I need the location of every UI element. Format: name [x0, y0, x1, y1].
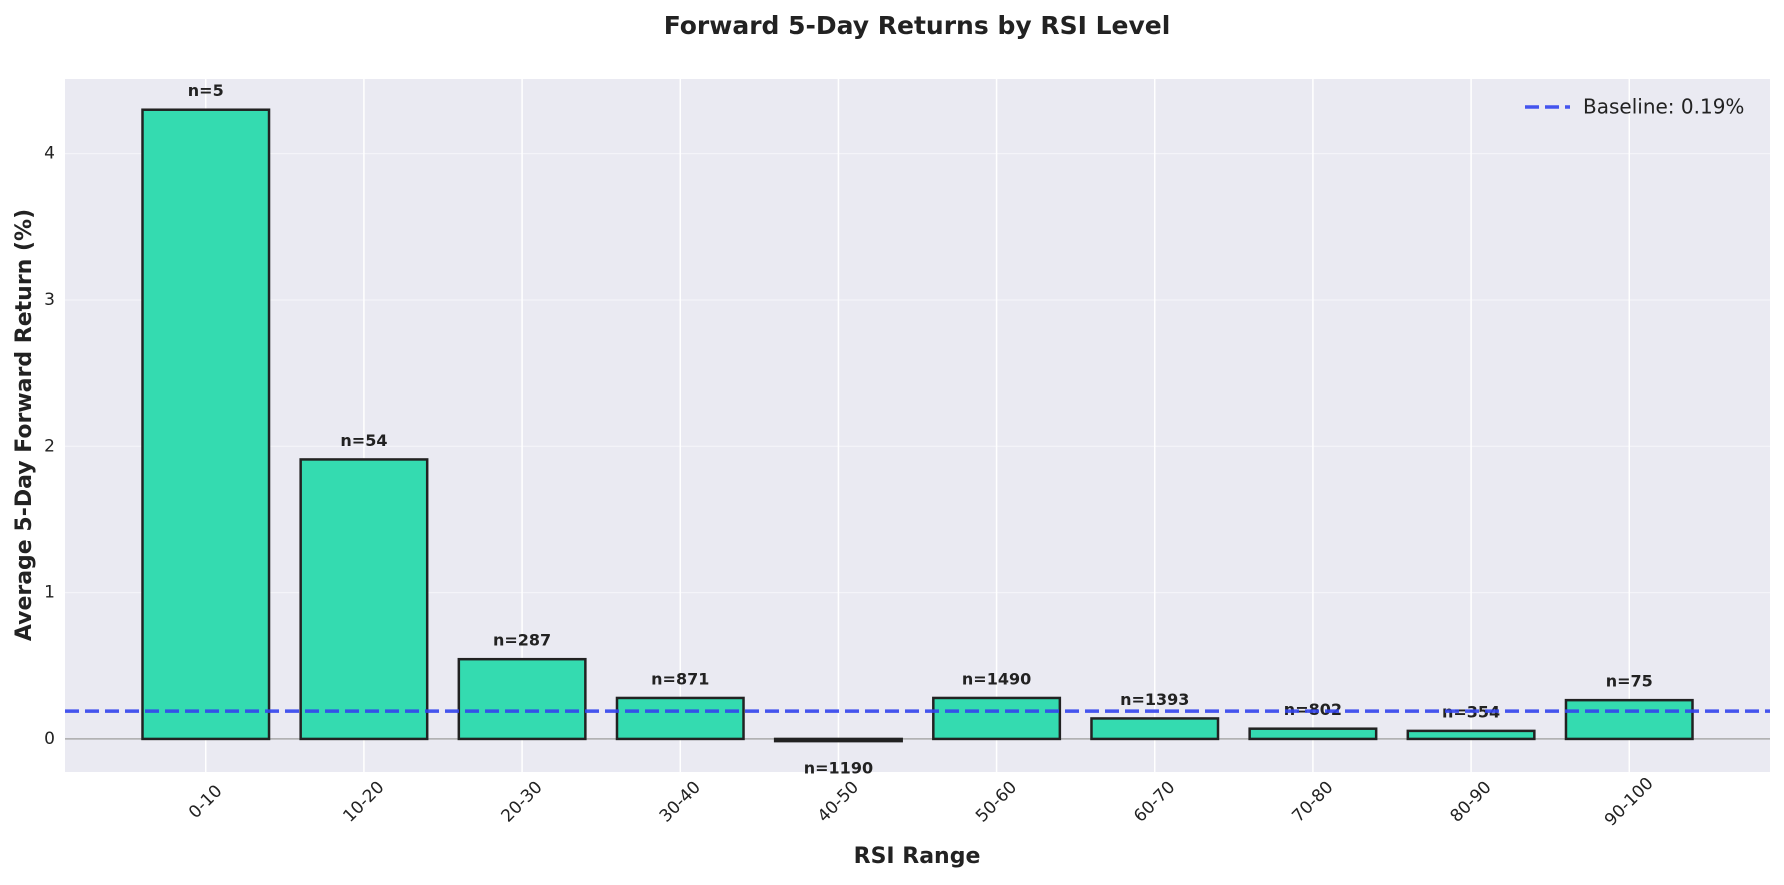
x-tick-label: 10-20: [339, 777, 388, 826]
x-tick-label: 30-40: [656, 777, 705, 826]
bar: [1248, 727, 1378, 741]
bar-label: n=5: [188, 81, 224, 100]
y-tick-label: 0: [44, 729, 55, 749]
bar-label: n=1393: [1120, 690, 1189, 709]
y-tick-label: 2: [44, 436, 55, 456]
bar: [615, 696, 745, 741]
x-tick-label: 20-30: [498, 777, 547, 826]
bar-label: n=1490: [962, 669, 1031, 688]
bar-label: n=287: [493, 631, 551, 650]
bar: [932, 696, 1062, 741]
bar-label: n=871: [651, 669, 709, 688]
bar: [1564, 698, 1694, 741]
x-tick-label: 40-50: [814, 777, 863, 826]
bar: [1090, 717, 1220, 741]
bar: [457, 657, 587, 741]
bar: [141, 108, 271, 741]
x-tick-label: 80-90: [1447, 777, 1496, 826]
bar: [773, 737, 903, 743]
y-tick-label: 3: [44, 290, 55, 310]
x-tick-label: 70-80: [1288, 777, 1337, 826]
x-tick-label: 0-10: [185, 781, 226, 822]
bar: [299, 458, 429, 741]
x-tick-label: 60-70: [1130, 777, 1179, 826]
x-axis-label: RSI Range: [854, 844, 981, 869]
x-tick-label: 90-100: [1601, 774, 1658, 831]
bar-label: n=75: [1606, 672, 1653, 691]
legend-label: Baseline: 0.19%: [1583, 95, 1744, 119]
bar: [1406, 729, 1536, 741]
y-tick-label: 1: [44, 583, 55, 603]
y-axis-label: Average 5-Day Forward Return (%): [12, 209, 37, 641]
bar-label: n=54: [340, 431, 387, 450]
y-tick-label: 4: [44, 144, 55, 164]
x-tick-label: 50-60: [972, 777, 1021, 826]
bar-label: n=1190: [804, 758, 873, 777]
chart-title: Forward 5-Day Returns by RSI Level: [664, 11, 1171, 40]
